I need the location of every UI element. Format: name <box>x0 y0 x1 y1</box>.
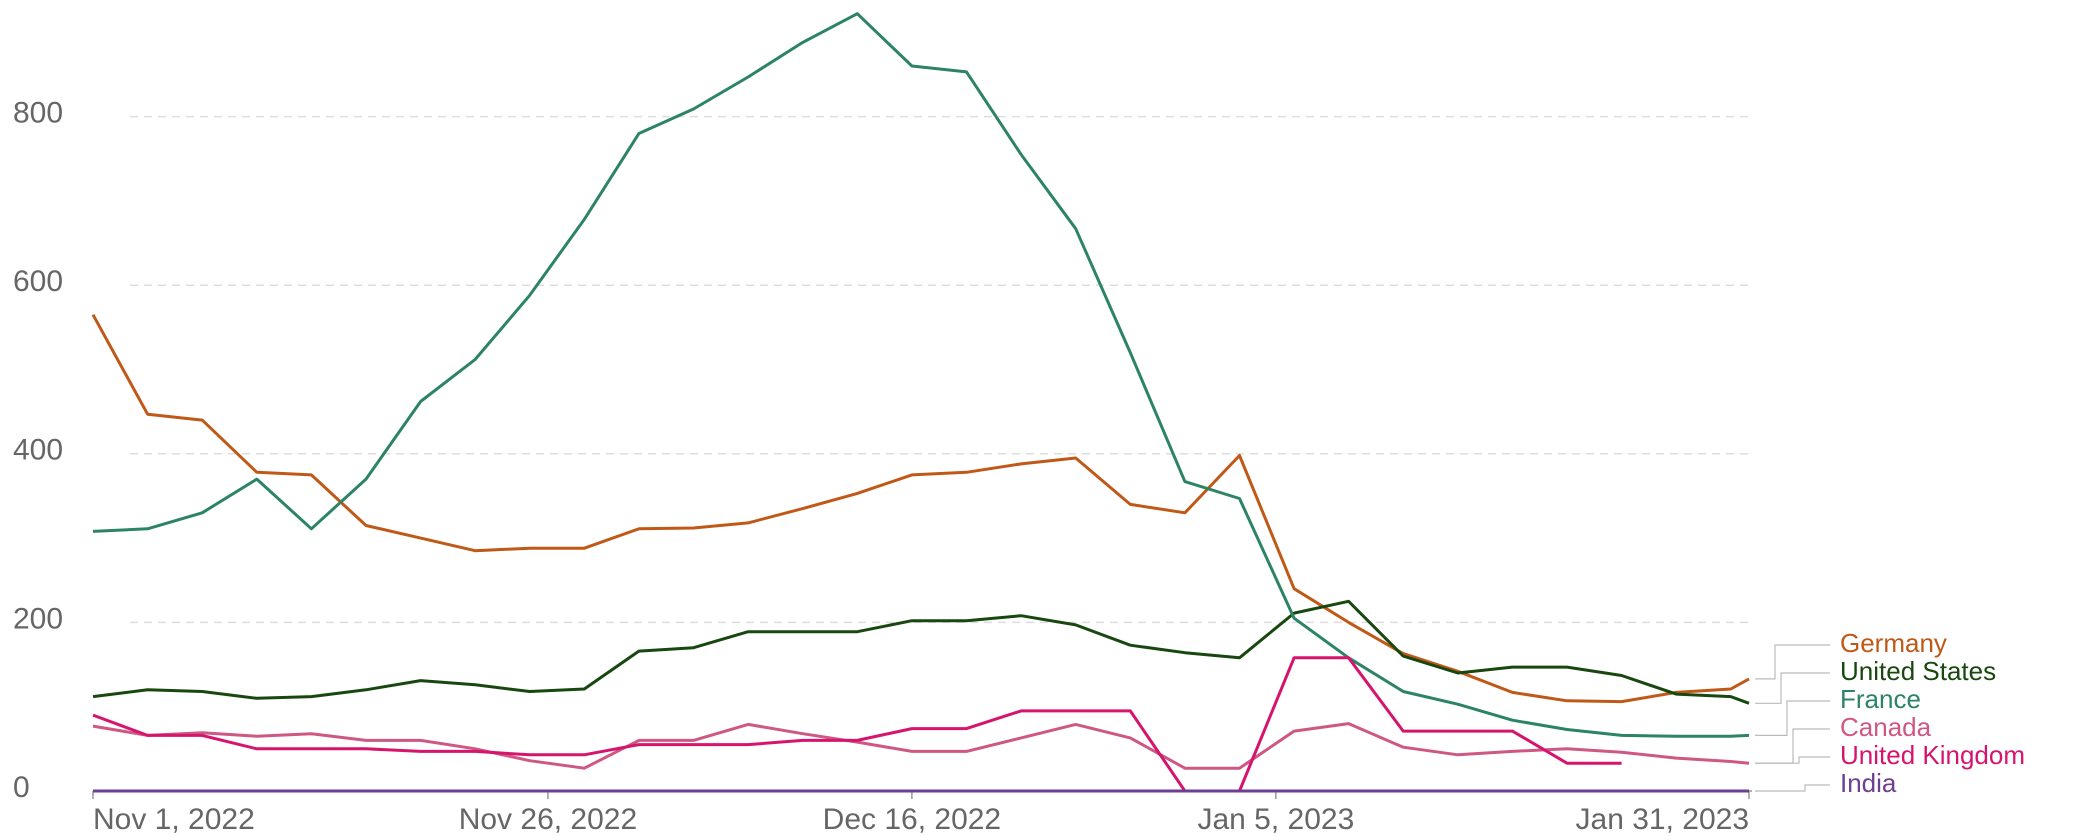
series-line <box>92 656 1622 793</box>
legend-label: United Kingdom <box>1840 740 2025 770</box>
x-tick-label: Dec 16, 2022 <box>823 803 1001 836</box>
y-tick-label: 400 <box>13 434 63 467</box>
series-line <box>91 313 1750 704</box>
y-tick-label: 800 <box>13 97 63 130</box>
legend-connector <box>1755 728 1830 764</box>
legend-connector <box>1755 756 1830 764</box>
series-line <box>92 12 1750 738</box>
y-tick-label: 200 <box>13 602 63 635</box>
x-tick-label: Jan 5, 2023 <box>1197 803 1354 836</box>
legend-label: Canada <box>1840 712 1932 742</box>
legend-label: India <box>1840 768 1897 798</box>
y-tick-label: 0 <box>13 771 30 804</box>
series-line <box>92 722 1750 770</box>
legend-label: France <box>1840 684 1921 714</box>
x-tick-label: Nov 26, 2022 <box>459 803 637 836</box>
legend-label: United States <box>1840 656 1996 686</box>
legend-connector <box>1755 784 1830 792</box>
legend-label: Germany <box>1840 628 1947 658</box>
legend-connector <box>1755 644 1830 680</box>
y-tick-label: 600 <box>13 265 63 298</box>
series-line <box>92 599 1750 705</box>
x-tick-label: Nov 1, 2022 <box>93 803 255 836</box>
x-tick-label: Jan 31, 2023 <box>1576 803 1749 836</box>
legend-connector <box>1755 700 1830 736</box>
legend-connector <box>1755 672 1830 704</box>
